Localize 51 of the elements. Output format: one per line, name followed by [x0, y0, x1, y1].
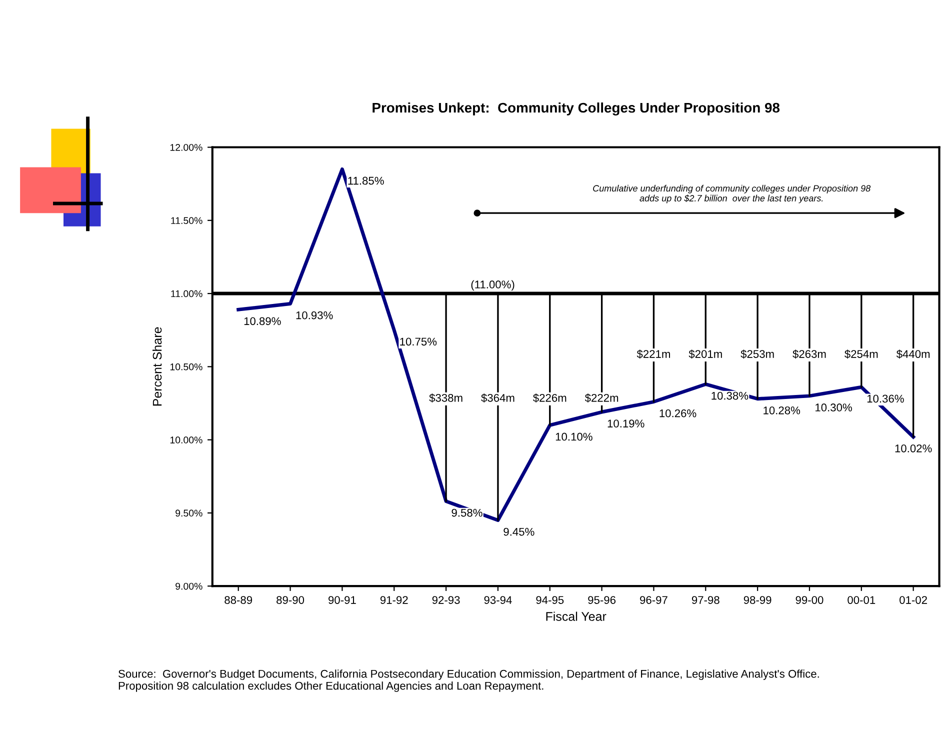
- y-tick-label: 9.00%: [176, 582, 202, 590]
- data-label: 9.45%: [504, 528, 534, 536]
- y-tick-label: 11.50%: [171, 217, 202, 224]
- annotation: $201m: [688, 350, 722, 359]
- data-label: 10.89%: [244, 317, 281, 326]
- y-axis-title: Percent Share: [152, 327, 162, 406]
- x-tick-label: 96-97: [640, 596, 668, 604]
- data-label: 10.10%: [556, 432, 592, 441]
- x-tick-label: 92-93: [432, 596, 460, 604]
- chart-title: Promises Unkept: Community Colleges Under Proposition 98: [372, 102, 780, 116]
- x-tick-label: 89-90: [276, 596, 304, 604]
- ref-line-label: (11.00%): [471, 280, 514, 291]
- data-label: 10.02%: [895, 444, 932, 452]
- data-label: 10.30%: [816, 404, 852, 412]
- x-tick-label: 97-98: [692, 596, 720, 604]
- annotation: Cumulative underfunding of community colleges under Proposition 98 adds up to $2.7 billion over the last ten years.: [593, 184, 871, 204]
- annotation: $222m: [584, 394, 618, 402]
- y-tick-label: 10.00%: [170, 436, 202, 444]
- data-label: 9.58%: [452, 508, 482, 517]
- annotation: $440m: [896, 350, 930, 359]
- x-tick-label: 93-94: [484, 596, 512, 604]
- data-label: 10.26%: [660, 409, 696, 418]
- data-label: 10.28%: [764, 406, 800, 414]
- annotation: $221m: [636, 350, 670, 359]
- data-label: 10.93%: [296, 311, 333, 320]
- x-tick-label: 95-96: [588, 596, 616, 604]
- annotation: $226m: [533, 394, 566, 402]
- data-label: 10.75%: [400, 338, 437, 346]
- x-tick-label: 94-95: [536, 596, 564, 604]
- y-tick-label: 10.50%: [170, 363, 202, 370]
- x-tick-label: 98-99: [744, 596, 772, 604]
- x-tick-label: 99-00: [796, 596, 824, 604]
- x-tick-label: 01-02: [900, 596, 927, 604]
- y-tick-label: 9.50%: [176, 510, 202, 517]
- data-label: 11.85%: [348, 176, 384, 185]
- x-axis-title: Fiscal Year: [546, 612, 606, 621]
- y-tick-label: 12.00%: [170, 144, 202, 151]
- data-label: 10.19%: [608, 420, 644, 428]
- x-tick-label: 91-92: [380, 596, 408, 604]
- annotation: $263m: [792, 350, 826, 359]
- x-tick-label: 88-89: [224, 596, 252, 604]
- data-label: 10.36%: [867, 394, 904, 403]
- annotation: $253m: [740, 350, 774, 359]
- data-label: 10.38%: [712, 392, 748, 400]
- x-tick-label: 90-91: [328, 596, 356, 604]
- y-tick-label: 11.00%: [171, 290, 202, 298]
- x-tick-label: 00-01: [848, 596, 876, 604]
- annotation: $364m: [481, 394, 514, 402]
- annotation: $254m: [844, 350, 878, 359]
- annotation: $338m: [429, 394, 462, 402]
- source-note: Source: Governor's Budget Documents, California Postsecondary Education Commission, Department of Finance, Legislative Analyst's Office. Proposition 98 calculation excludes Other Educational Agencies and Loan Repayment.: [118, 670, 819, 692]
